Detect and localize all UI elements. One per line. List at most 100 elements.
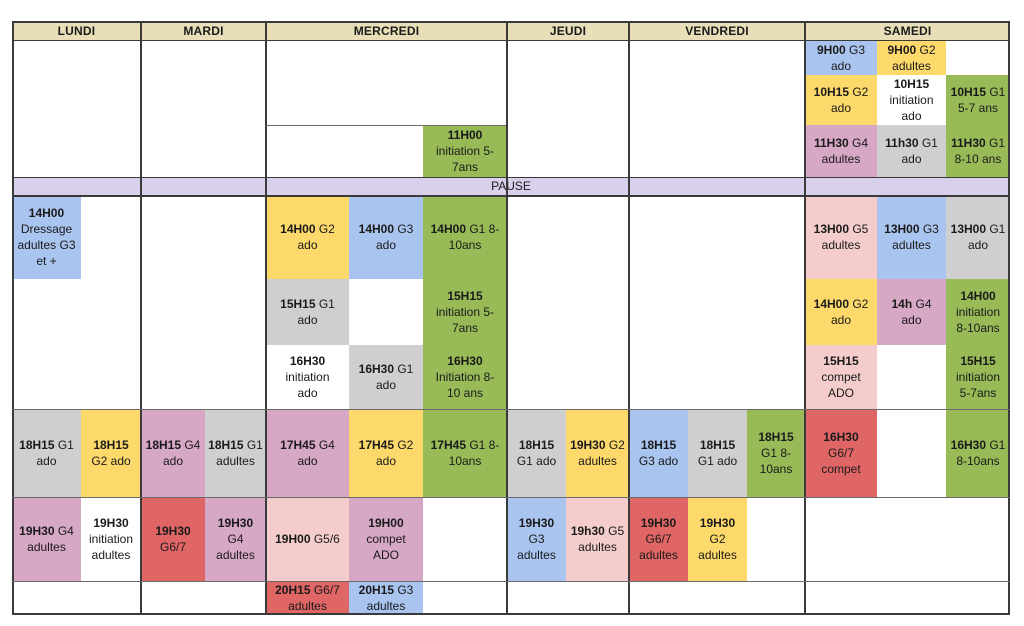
slot-details: G2 ado bbox=[375, 438, 414, 468]
slot-jeudi: 19h30 G5 adultes bbox=[566, 497, 629, 581]
slot-mercredi: 14H00 G3 ado bbox=[349, 195, 423, 279]
day-header-jeudi: JEUDI bbox=[507, 21, 629, 40]
slot-details: G2 ado bbox=[297, 222, 335, 252]
day-header-samedi: SAMEDI bbox=[805, 21, 1010, 40]
slot-samedi: 13H00 G1 ado bbox=[946, 195, 1010, 279]
slot-time: 17H45 bbox=[430, 438, 466, 452]
slot-samedi: 11H30 G4 adultes bbox=[805, 125, 877, 177]
slot-details: G3 ado bbox=[830, 42, 866, 73]
slot-time: 19H30 bbox=[640, 516, 677, 530]
slot-details: G4 ado bbox=[162, 438, 201, 468]
slot-time: 18H15 bbox=[640, 438, 677, 452]
slot-mercredi: 15H15 initiation 5- 7ans bbox=[423, 279, 507, 345]
slot-time: 18H15 bbox=[699, 438, 736, 452]
slot-time: 14H00 bbox=[28, 206, 65, 220]
slot-details: G1 8- 10ans bbox=[448, 222, 500, 252]
slot-time: 9H00 bbox=[887, 42, 917, 57]
slot-samedi: 9H00 G3 ado bbox=[805, 40, 877, 75]
slot-details: Dressage adultes G3 et + bbox=[17, 222, 76, 268]
slot-time: 14H00 bbox=[280, 222, 316, 236]
slot-mercredi: 16H30 initiation ado bbox=[266, 345, 349, 409]
slot-time: 19H30 bbox=[699, 516, 736, 530]
slot-time: 18H15 bbox=[93, 438, 129, 452]
slot-mercredi: 19H00 compet ADO bbox=[349, 497, 423, 581]
slot-samedi: 14H00 G2 ado bbox=[805, 279, 877, 345]
slot-lundi: 18H15 G2 ado bbox=[81, 409, 141, 497]
slot-time: 19H30 bbox=[93, 516, 129, 530]
slot-details: initiation 5- 7ans bbox=[435, 305, 495, 335]
slot-details: G4 ado bbox=[901, 297, 932, 327]
slot-time: 11H00 bbox=[447, 128, 483, 142]
slot-mercredi: 20H15 G6/7 adultes bbox=[266, 581, 349, 615]
slot-time: 13H00 bbox=[813, 222, 850, 236]
slot-mercredi: 17H45 G2 ado bbox=[349, 409, 423, 497]
slot-time: 11H30 bbox=[950, 136, 986, 150]
slot-lundi: 19H30 G4 adultes bbox=[12, 497, 81, 581]
slot-details: G2 adultes bbox=[698, 532, 737, 562]
slot-mercredi: 14H00 G1 8- 10ans bbox=[423, 195, 507, 279]
slot-time: 14H00 bbox=[813, 297, 850, 311]
slot-details: G6/7 adultes bbox=[639, 532, 678, 562]
slot-time: 15H15 bbox=[280, 297, 316, 311]
slot-vendredi: 19H30 G2 adultes bbox=[688, 497, 747, 581]
slot-time: 14H00 bbox=[358, 222, 395, 236]
slot-samedi: 15H15 initiation 5-7ans bbox=[946, 345, 1010, 409]
slot-time: 14H00 bbox=[430, 222, 466, 236]
slot-time: 19H30 bbox=[518, 516, 555, 530]
slot-mercredi: 16H30 G1 ado bbox=[349, 345, 423, 409]
slot-jeudi: 18H15 G1 ado bbox=[507, 409, 566, 497]
slot-vendredi: 18H15 G1 8- 10ans bbox=[747, 409, 805, 497]
slot-time: 16H30 bbox=[823, 430, 859, 444]
slot-time: 9H00 bbox=[816, 42, 846, 57]
slot-time: 18H15 bbox=[758, 430, 794, 444]
slot-details: compet ADO bbox=[366, 532, 406, 562]
slot-details: G4 adultes bbox=[216, 532, 255, 562]
slot-mercredi: 20H15 G3 adultes bbox=[349, 581, 423, 615]
slot-lundi: 18H15 G1 ado bbox=[12, 409, 81, 497]
pause-top-line bbox=[12, 177, 1010, 178]
slot-samedi: 10H15 G1 5-7 ans bbox=[946, 75, 1010, 125]
day-header-mercredi: MERCREDI bbox=[266, 21, 507, 40]
slot-details: G3 adultes bbox=[517, 532, 556, 562]
slot-time: 19h30 bbox=[570, 524, 605, 538]
slot-samedi: 14h G4 ado bbox=[877, 279, 946, 345]
slot-time: 11H30 bbox=[813, 136, 849, 150]
slot-mardi: 19H30 G6/7 bbox=[141, 497, 205, 581]
slot-time: 11h30 bbox=[885, 136, 919, 150]
slot-details: G5/6 bbox=[310, 532, 340, 546]
slot-details: G6/7 adultes bbox=[288, 583, 340, 613]
slot-details: compet ADO bbox=[821, 370, 861, 400]
row-line-late bbox=[12, 497, 1010, 498]
slot-samedi: 13H00 G5 adultes bbox=[805, 195, 877, 279]
slot-time: 18H15 bbox=[145, 438, 182, 452]
slot-time: 19H30 bbox=[570, 438, 606, 452]
slot-time: 19H00 bbox=[368, 516, 404, 530]
slot-details: G2 ado bbox=[830, 85, 869, 115]
slot-time: 15H15 bbox=[447, 289, 483, 303]
slot-details: initiation 5- 7ans bbox=[435, 144, 495, 174]
slot-samedi: 16H30 G6/7 compet bbox=[805, 409, 877, 497]
slot-details: G1 ado bbox=[36, 438, 74, 468]
day-header-lundi: LUNDI bbox=[12, 21, 141, 40]
slot-details: G4 adultes bbox=[27, 524, 74, 554]
row-line-last bbox=[12, 581, 1010, 582]
day-header-vendredi: VENDREDI bbox=[629, 21, 805, 40]
slot-details: G2 adultes bbox=[578, 438, 625, 468]
slot-time: 14H00 bbox=[960, 289, 996, 303]
slot-samedi: 15H15 compet ADO bbox=[805, 345, 877, 409]
slot-details: G1 ado bbox=[516, 454, 557, 468]
grid-border-left bbox=[12, 21, 14, 615]
slot-time: 16H30 bbox=[289, 354, 326, 368]
day-separator bbox=[628, 21, 630, 615]
grid-border-bottom bbox=[12, 613, 1010, 615]
slot-time: 20H15 bbox=[358, 583, 395, 597]
slot-samedi: 16H30 G1 8-10ans bbox=[946, 409, 1010, 497]
slot-samedi: 13H00 G3 adultes bbox=[877, 195, 946, 279]
slot-details: G4 ado bbox=[297, 438, 335, 468]
slot-details: G6/7 compet bbox=[821, 446, 861, 476]
day-separator bbox=[804, 21, 806, 615]
pause-row: PAUSE bbox=[12, 177, 1010, 195]
grid-border-top bbox=[12, 21, 1010, 23]
slot-details: initiation adultes bbox=[88, 532, 134, 562]
